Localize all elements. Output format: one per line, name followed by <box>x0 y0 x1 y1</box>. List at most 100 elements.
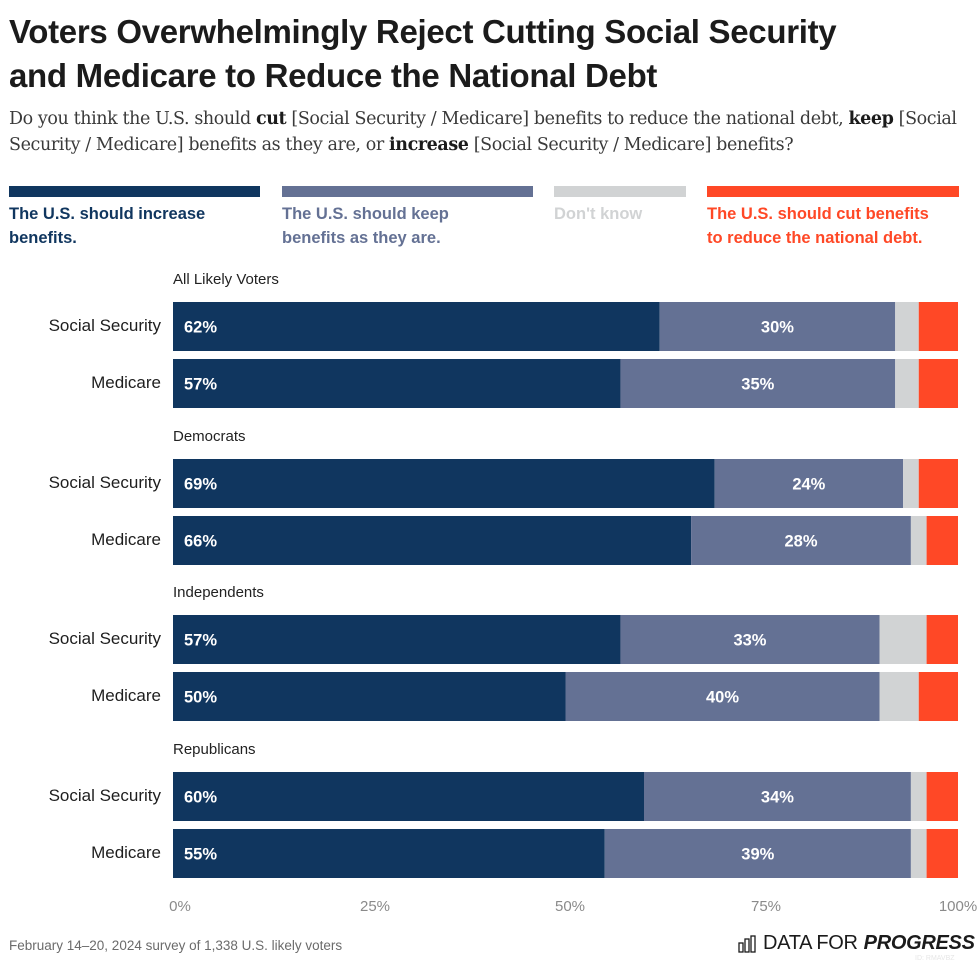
subtitle-part: [Social Security / Medicare] benefits to… <box>286 109 849 129</box>
legend-label-line: The U.S. should cut benefits <box>707 205 929 223</box>
bar-segment-cut <box>918 672 958 721</box>
data-label-keep: 40% <box>706 689 739 707</box>
x-tick-label: 75% <box>750 898 782 915</box>
legend-item-keep: The U.S. should keep benefits as they ar… <box>282 186 533 250</box>
legend-item-increase: The U.S. should increase benefits. <box>9 186 260 250</box>
chart-title-line-1: Voters Overwhelmingly Reject Cutting Soc… <box>9 13 837 50</box>
bar-segment-keep <box>565 672 880 721</box>
x-tick-label: 100% <box>938 898 978 915</box>
legend-swatch-cut <box>707 186 959 197</box>
data-label-keep: 35% <box>741 376 774 394</box>
subtitle-part: [Social Security / Medicare] benefits as… <box>9 109 957 155</box>
legend-label-increase: The U.S. should increase benefits. <box>9 202 260 250</box>
bar-segment-keep <box>644 772 911 821</box>
subtitle-keyword-increase: increase <box>389 135 469 155</box>
legend-label-cut: The U.S. should cut benefits to reduce t… <box>707 202 959 250</box>
legend-label-line: Don't know <box>554 205 643 223</box>
bar-segment-increase <box>173 772 644 821</box>
bar-segment-increase <box>173 516 692 565</box>
bar-chart-icon <box>738 934 756 953</box>
subtitle-part: [Social Security / Medicare] benefits? <box>468 135 794 155</box>
row-label-medicare: Medicare <box>91 373 161 392</box>
data-label-increase: 66% <box>184 533 217 551</box>
bar-segment-keep <box>691 516 911 565</box>
data-label-increase: 60% <box>184 789 217 807</box>
legend-label-line: The U.S. should keep <box>282 205 449 223</box>
bar-segment-cut <box>918 459 958 508</box>
x-tick-label: 50% <box>554 898 586 915</box>
row-label-social-security: Social Security <box>48 629 161 648</box>
bar-segment-cut <box>926 829 958 878</box>
subtitle-part: Do you think the U.S. should <box>9 109 256 129</box>
data-label-increase: 55% <box>184 846 217 864</box>
data-label-increase: 62% <box>184 319 217 337</box>
brand-name-bold: PROGRESS <box>863 932 975 954</box>
legend-item-cut: The U.S. should cut benefits to reduce t… <box>707 186 959 250</box>
legend-swatch-increase <box>9 186 260 197</box>
data-label-keep: 39% <box>741 846 774 864</box>
row-label-medicare: Medicare <box>91 843 161 862</box>
group-label-democrats: Democrats <box>173 428 246 445</box>
data-label-keep: 24% <box>792 476 825 494</box>
legend-label-line: to reduce the national debt. <box>707 229 923 247</box>
bar-segment-cut <box>918 302 958 351</box>
bar-segment-keep <box>604 829 911 878</box>
bar-segment-increase <box>173 829 605 878</box>
data-label-keep: 34% <box>761 789 794 807</box>
brand-name-light: DATA FOR <box>763 932 858 954</box>
legend-label-dont-know: Don't know <box>554 202 686 226</box>
bar-segment-dont-know <box>903 459 919 508</box>
bar-segment-keep <box>620 359 896 408</box>
data-label-keep: 33% <box>733 632 766 650</box>
bar-segment-cut <box>926 772 958 821</box>
legend-swatch-dont-know <box>554 186 686 197</box>
chart-title: Voters Overwhelmingly Reject Cutting Soc… <box>9 10 969 98</box>
chart-id: ID: RMAVBZ <box>915 955 955 962</box>
brand-logo: DATA FOR PROGRESS <box>738 932 975 955</box>
row-label-medicare: Medicare <box>91 530 161 549</box>
bar-segment-increase <box>173 459 715 508</box>
legend-item-dont-know: Don't know <box>554 186 686 226</box>
row-label-social-security: Social Security <box>48 473 161 492</box>
bar-segment-keep <box>659 302 896 351</box>
row-label-medicare: Medicare <box>91 686 161 705</box>
x-tick-label: 25% <box>359 898 391 915</box>
data-label-keep: 28% <box>784 533 817 551</box>
data-label-increase: 50% <box>184 689 217 707</box>
bar-segment-cut <box>926 615 958 664</box>
survey-note: February 14–20, 2024 survey of 1,338 U.S… <box>9 938 343 953</box>
bar-segment-dont-know <box>895 302 919 351</box>
chart-subtitle: Do you think the U.S. should cut [Social… <box>9 106 974 158</box>
bar-segment-dont-know <box>895 359 919 408</box>
group-label-all-likely-voters: All Likely Voters <box>173 271 279 288</box>
bar-segment-increase <box>173 359 621 408</box>
row-label-social-security: Social Security <box>48 786 161 805</box>
legend-label-line: benefits. <box>9 229 77 247</box>
bar-segment-dont-know <box>879 615 927 664</box>
row-label-social-security: Social Security <box>48 316 161 335</box>
chart-title-line-2: and Medicare to Reduce the National Debt <box>9 57 658 94</box>
data-label-increase: 69% <box>184 476 217 494</box>
legend-swatch-keep <box>282 186 533 197</box>
group-label-independents: Independents <box>173 584 264 601</box>
x-tick-label: 0% <box>169 898 191 915</box>
bar-segment-keep <box>620 615 880 664</box>
subtitle-keyword-cut: cut <box>255 109 287 129</box>
legend-label-keep: The U.S. should keep benefits as they ar… <box>282 202 533 250</box>
bar-segment-cut <box>918 359 958 408</box>
data-label-increase: 57% <box>184 376 217 394</box>
data-label-increase: 57% <box>184 632 217 650</box>
bar-segment-increase <box>173 302 660 351</box>
bar-segment-dont-know <box>879 672 919 721</box>
bar-segment-cut <box>926 516 958 565</box>
bar-segment-increase <box>173 672 566 721</box>
bar-segment-keep <box>714 459 904 508</box>
bar-segment-increase <box>173 615 621 664</box>
bar-segment-dont-know <box>910 829 927 878</box>
group-label-republicans: Republicans <box>173 741 256 758</box>
legend-label-line: The U.S. should increase <box>9 205 206 223</box>
legend-label-line: benefits as they are. <box>282 229 441 247</box>
bar-segment-dont-know <box>910 516 927 565</box>
data-label-keep: 30% <box>761 319 794 337</box>
